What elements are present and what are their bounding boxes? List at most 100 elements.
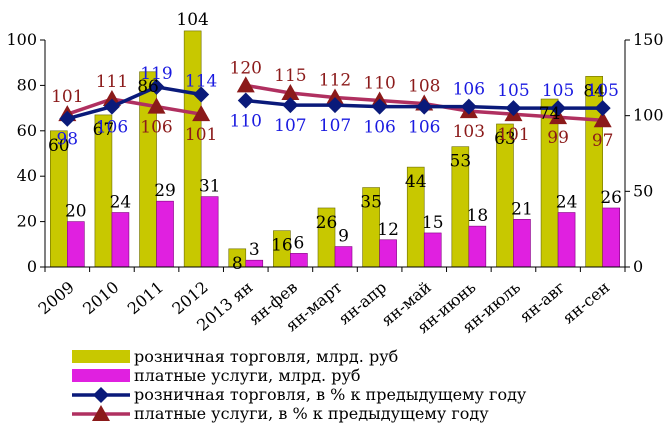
retail-pct-label: 106 [363,118,395,138]
retail-pct-label: 106 [453,80,485,100]
legend-label: платные услуги, в % к предыдущему году [134,404,489,423]
retail-pct-label: 98 [56,130,78,150]
retail-pct-line-marker [237,92,254,109]
services-value-label: 21 [511,199,533,219]
services-pct-line-marker [236,76,255,93]
services-value-label: 31 [199,177,221,197]
services-value-label: 9 [338,227,349,247]
x-category-label: ян-авг [516,278,569,327]
retail-value-label: 74 [539,104,561,124]
retail-value-label: 53 [450,152,472,172]
services-pct-label: 115 [274,66,306,86]
services-value-label: 24 [556,193,578,213]
retail-pct-line-marker [416,98,433,115]
left-tick-label: 80 [17,75,37,94]
retail-pct-line-annual [66,85,202,121]
retail-pct-line-marker [550,100,567,117]
services-pct-line-marker [102,90,121,107]
retail-pct-label: 105 [586,81,618,101]
services-bar [111,212,130,268]
right-tick-label: 100 [633,106,664,125]
right-tick-label: 50 [633,181,653,200]
services-pct-label: 106 [140,118,172,138]
services-pct-label: 120 [230,58,262,78]
services-value-label: 6 [293,233,304,253]
retail-bar [540,98,559,268]
retail-pct-line-marker [460,98,477,115]
legend-label: платные услуги, млрд. руб [134,366,361,385]
services-pct-label: 108 [408,77,440,97]
services-value-label: 24 [110,193,132,213]
retail-pct-label: 105 [497,81,529,101]
services-value-label: 26 [600,188,622,208]
services-pct-line-marker [192,105,211,122]
retail-pct-line-marker [59,110,76,127]
legend-label: розничная торговля, млрд. руб [134,347,398,366]
services-bar [379,239,397,268]
retail-pct-label: 105 [542,81,574,101]
retail-value-label: 84 [583,81,605,101]
retail-pct-label: 114 [185,71,217,91]
axes: 0 20 40 60 80 100 0 50 100 150 [6,30,663,276]
retail-bar [139,71,157,268]
legend-bar-swatch [72,369,130,382]
services-bar [468,225,487,268]
retail-pct-line-marker [371,98,388,115]
services-bar [513,219,531,268]
retail-bars [50,30,603,268]
services-pct-line-annual [66,97,202,116]
legend-triangle-marker [92,405,110,421]
x-category-label: 2011 [124,278,167,319]
retail-value-label: 44 [405,172,427,192]
services-pct-label: 101 [51,87,83,107]
services-pct-line-marker [326,88,344,105]
services-bar [245,259,264,268]
retail-pct-label: 110 [230,112,262,132]
services-value-label: 15 [422,213,444,233]
legend-label: розничная торговля, в % к предыдущему го… [134,385,527,404]
services-value-label: 29 [154,181,176,201]
left-tick-label: 0 [27,257,37,276]
services-pct-line-marker [281,83,300,100]
services-bar [156,200,174,268]
services-pct-label: 112 [319,71,351,91]
services-pct-line-marker [593,111,612,128]
services-pct-label: 103 [453,122,485,142]
left-tick-label: 100 [6,30,37,49]
services-value-label: 3 [249,240,260,260]
services-bars [67,196,620,268]
left-tick-label: 40 [17,166,37,185]
retail-pct-label: 119 [140,64,172,84]
services-bar [557,212,576,268]
services-pct-label: 101 [497,125,529,145]
retail-pct-line-marker [282,97,299,114]
retail-pct-line-marker [148,78,165,95]
retail-value-label: 16 [271,236,293,256]
services-value-label: 12 [377,220,399,240]
retail-pct-line-marker [193,86,210,103]
retail-pct-label: 106 [96,118,128,138]
retail-pct-line-marker [505,100,522,117]
retail-value-label: 26 [316,213,338,233]
services-bar [334,246,353,268]
retail-value-label: 60 [48,136,70,156]
retail-value-label: 35 [360,193,382,213]
retail-bar [183,30,202,268]
services-bar [67,221,85,268]
left-tick-label: 60 [17,121,37,140]
legend-bar-swatch [72,350,130,363]
services-value-label: 18 [467,206,489,226]
services-pct-label: 99 [547,128,569,148]
retail-pct-label: 107 [319,116,351,136]
lines [58,76,612,128]
services-bar [602,207,620,268]
services-pct-line-marker [147,97,166,114]
retail-value-label: 8 [232,254,243,274]
services-pct-label: 101 [185,125,217,145]
retail-pct-label: 106 [408,118,440,138]
retail-pct-line-marker [327,97,343,114]
